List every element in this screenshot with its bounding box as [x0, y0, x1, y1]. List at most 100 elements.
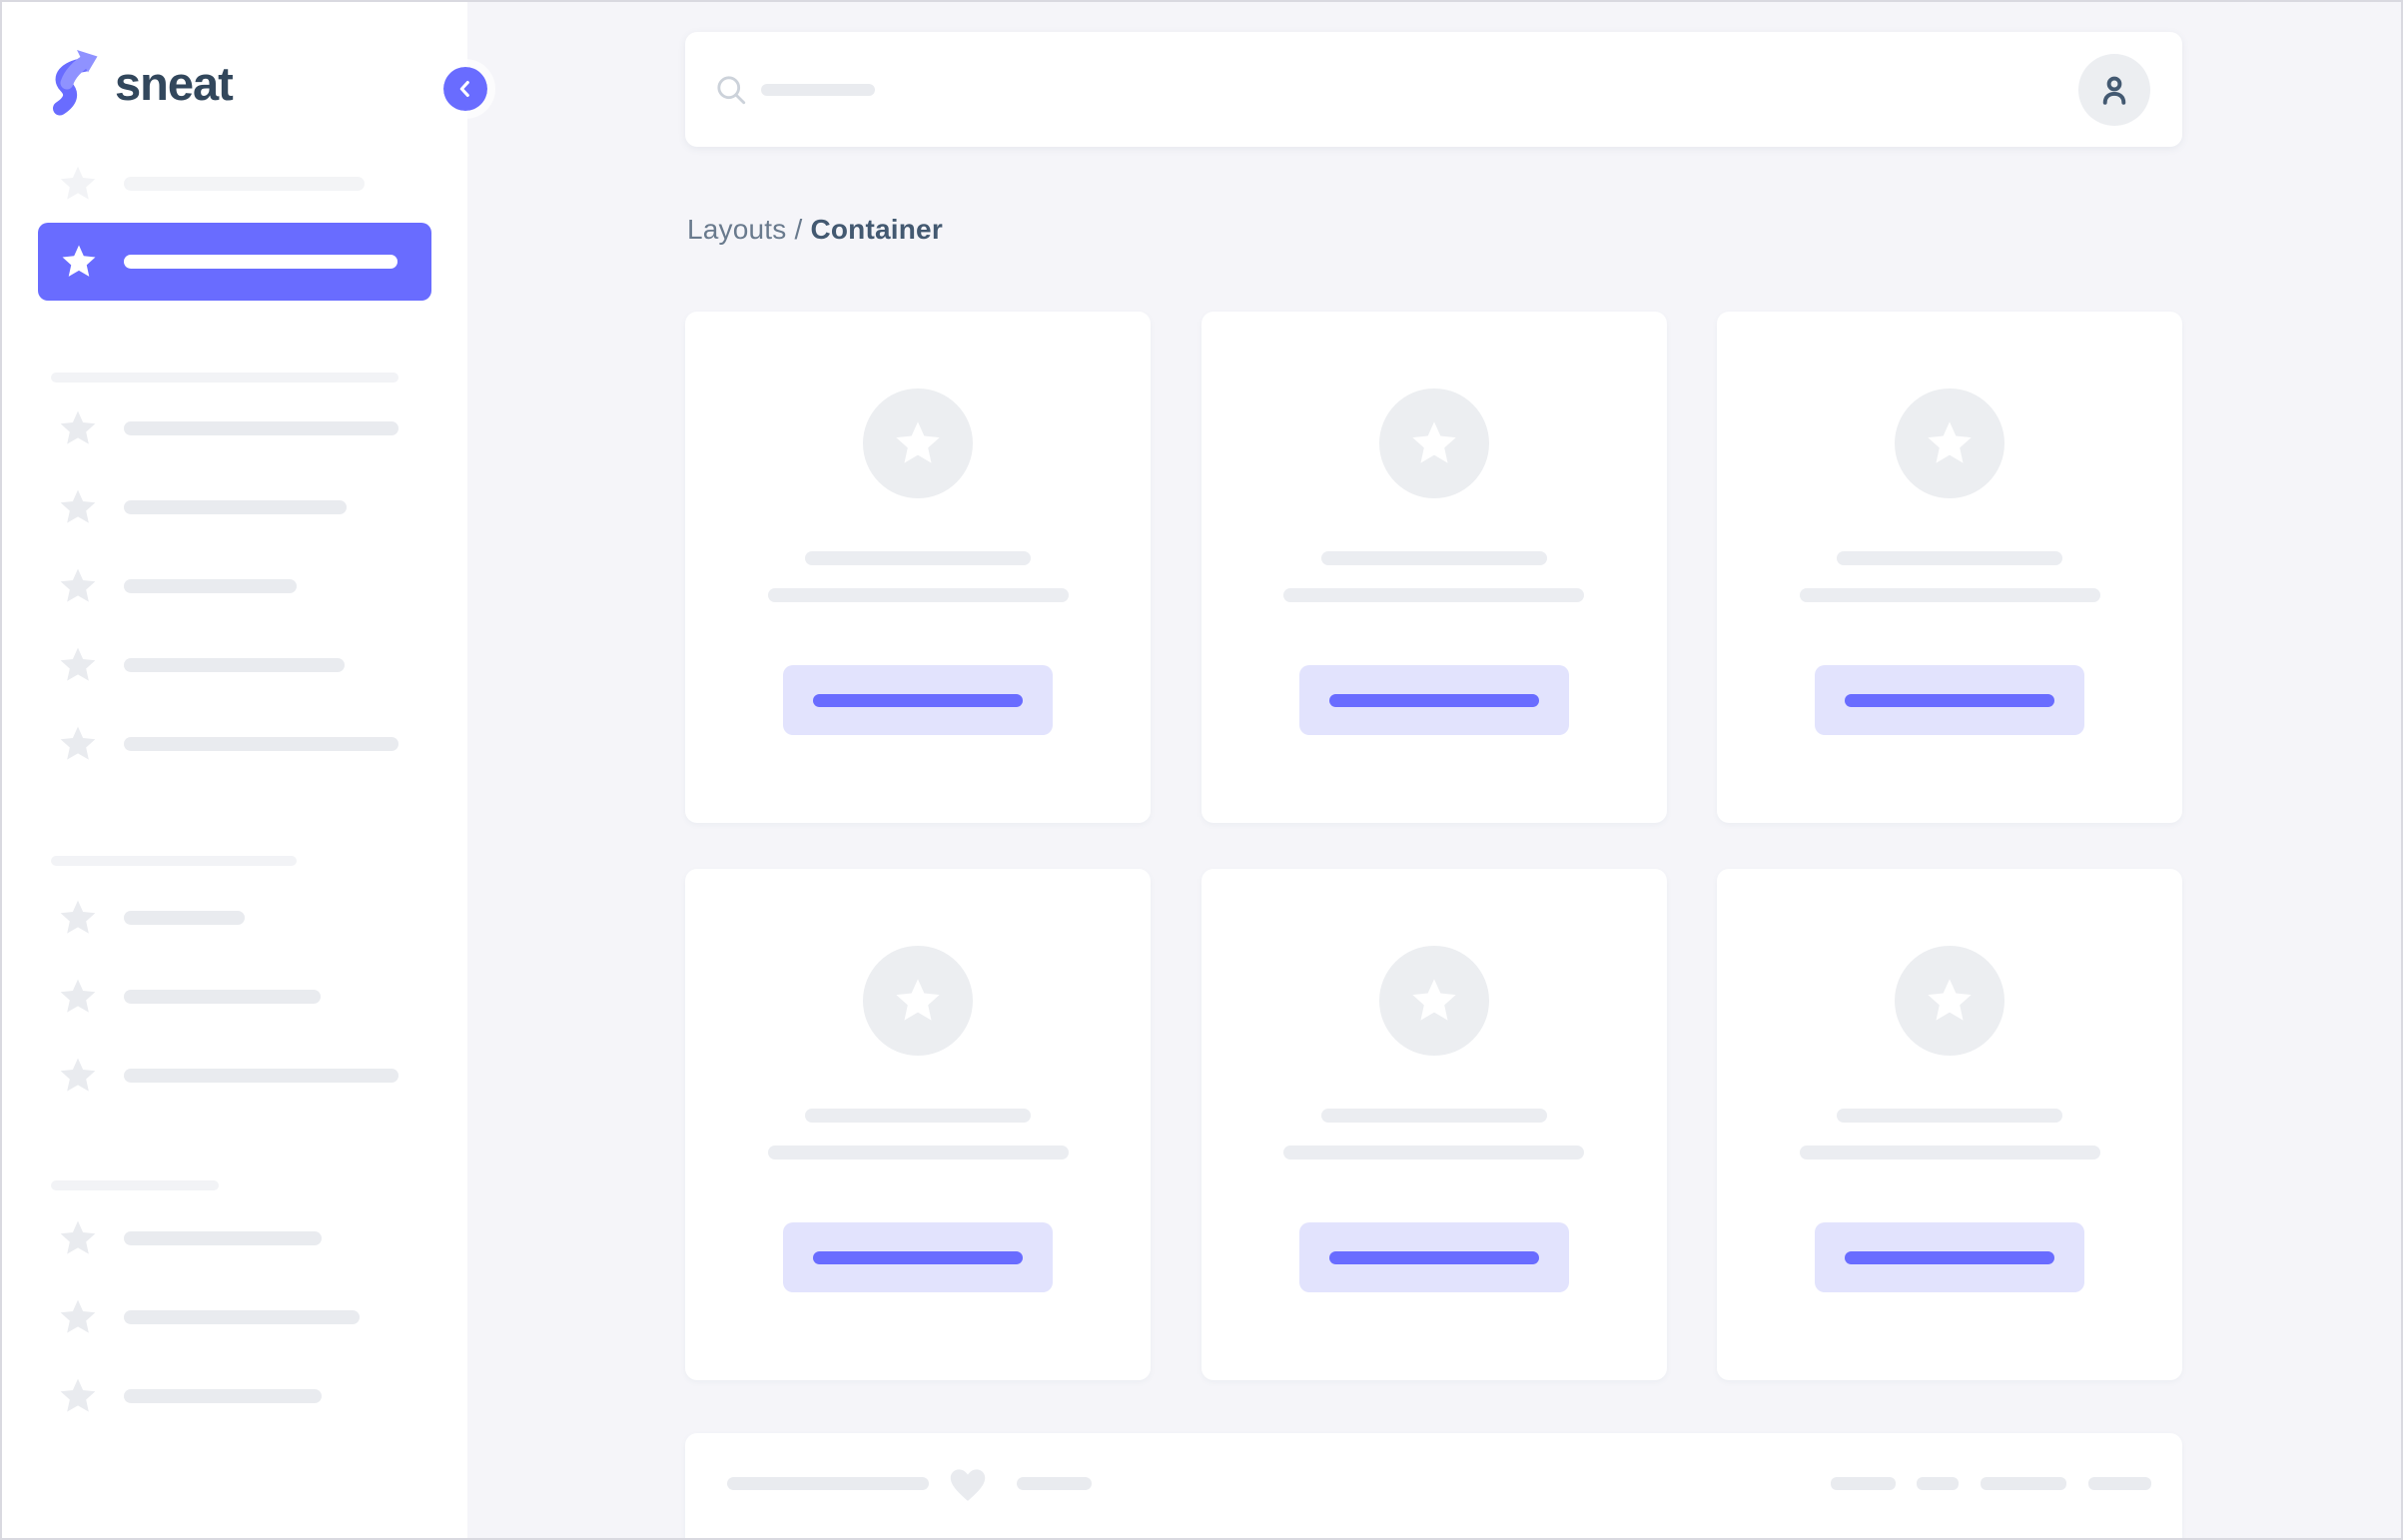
card-action-button-skeleton[interactable]	[1815, 665, 2084, 735]
button-label-skeleton	[813, 1250, 1023, 1264]
main-content: Layouts / Container	[685, 2, 2182, 1538]
card-action-button-skeleton[interactable]	[1298, 1222, 1569, 1292]
star-icon	[60, 1299, 96, 1333]
app-logo[interactable]: sneat	[47, 48, 234, 118]
star-icon	[60, 1058, 96, 1092]
skeleton-bar	[805, 1109, 1031, 1123]
chevron-left-icon	[459, 81, 469, 97]
skeleton-bar	[1320, 551, 1547, 565]
skeleton-bar	[767, 588, 1069, 602]
skeleton-bar	[1320, 1109, 1547, 1123]
star-icon	[60, 1378, 96, 1412]
placeholder-card	[1717, 869, 2182, 1380]
breadcrumb-layouts-link[interactable]: Layouts	[687, 214, 787, 245]
list-card	[685, 1433, 2182, 1538]
skeleton-bar	[124, 579, 297, 593]
star-icon	[60, 489, 96, 523]
sidebar: sneat	[2, 2, 467, 1538]
skeleton-bar	[767, 1146, 1069, 1159]
skeleton-bar	[124, 255, 398, 269]
skeleton-bar	[1283, 1146, 1584, 1159]
skeleton-bar	[1837, 551, 2062, 565]
heart-icon	[946, 1462, 990, 1506]
skeleton-bar	[1799, 1146, 2100, 1159]
placeholder-card	[1201, 312, 1667, 823]
search-placeholder-skeleton	[761, 83, 875, 96]
skeleton-bar	[124, 177, 365, 191]
skeleton-bar	[124, 421, 399, 435]
card-action-button-skeleton[interactable]	[783, 1222, 1053, 1292]
placeholder-card	[685, 869, 1151, 1380]
skeleton-bar	[727, 1477, 929, 1490]
skeleton-bar	[1017, 1477, 1092, 1490]
star-circle-placeholder	[1378, 946, 1489, 1056]
star-circle-placeholder	[863, 946, 973, 1056]
button-label-skeleton	[1328, 1250, 1539, 1264]
sidebar-item-skeleton[interactable]	[2, 1218, 467, 1258]
pagination-pill-skeleton[interactable]	[1917, 1477, 1959, 1490]
sidebar-item-skeleton[interactable]	[2, 164, 467, 204]
global-search-input[interactable]	[685, 32, 2182, 147]
button-label-skeleton	[1845, 693, 2054, 707]
sidebar-section-divider	[51, 373, 399, 383]
star-icon	[60, 568, 96, 602]
sidebar-item-skeleton[interactable]	[2, 1297, 467, 1337]
skeleton-bar	[1799, 588, 2100, 602]
person-icon	[2102, 76, 2126, 105]
sidebar-section-divider	[51, 1180, 219, 1190]
pagination-pill-skeleton[interactable]	[1831, 1477, 1896, 1490]
sidebar-item-skeleton[interactable]	[2, 1056, 467, 1096]
star-circle-placeholder	[1895, 388, 2004, 498]
star-icon	[62, 245, 96, 277]
user-avatar-button[interactable]	[2078, 53, 2150, 126]
star-icon	[60, 1220, 96, 1254]
placeholder-card	[1717, 312, 2182, 823]
sidebar-item-active[interactable]	[38, 223, 431, 301]
sidebar-item-skeleton[interactable]	[2, 1376, 467, 1416]
card-action-button-skeleton[interactable]	[1298, 665, 1569, 735]
star-icon	[60, 726, 96, 760]
pagination-pill-skeleton[interactable]	[1981, 1477, 2066, 1490]
placeholder-card	[1201, 869, 1667, 1380]
sidebar-item-skeleton[interactable]	[2, 487, 467, 527]
sidebar-item-skeleton[interactable]	[2, 645, 467, 685]
card-action-button-skeleton[interactable]	[783, 665, 1053, 735]
star-circle-placeholder	[1378, 388, 1489, 498]
sidebar-item-skeleton[interactable]	[2, 724, 467, 764]
card-action-button-skeleton[interactable]	[1815, 1222, 2084, 1292]
app-title: sneat	[115, 56, 234, 110]
star-icon	[1411, 979, 1456, 1021]
button-label-skeleton	[813, 693, 1023, 707]
sidebar-item-skeleton[interactable]	[2, 898, 467, 938]
star-icon	[1928, 979, 1972, 1021]
sidebar-item-skeleton[interactable]	[2, 977, 467, 1017]
sidebar-collapse-button[interactable]	[435, 59, 495, 119]
star-icon	[1928, 421, 1972, 463]
skeleton-bar	[124, 1389, 322, 1403]
breadcrumb-current-page: Container	[810, 214, 943, 245]
skeleton-bar	[124, 911, 245, 925]
placeholder-card	[685, 312, 1151, 823]
skeleton-bar	[124, 1231, 322, 1245]
pagination-pill-skeleton[interactable]	[2088, 1477, 2151, 1490]
skeleton-bar	[124, 658, 345, 672]
skeleton-bar	[124, 990, 321, 1004]
skeleton-bar	[1283, 588, 1584, 602]
star-icon	[60, 647, 96, 681]
star-circle-placeholder	[863, 388, 973, 498]
sidebar-section-divider	[51, 856, 297, 866]
star-circle-placeholder	[1895, 946, 2004, 1056]
sidebar-item-skeleton[interactable]	[2, 408, 467, 448]
star-icon	[60, 410, 96, 444]
skeleton-bar	[124, 737, 399, 751]
star-icon	[896, 979, 940, 1021]
button-label-skeleton	[1328, 693, 1539, 707]
skeleton-bar	[1837, 1109, 2062, 1123]
skeleton-bar	[124, 1069, 399, 1083]
skeleton-bar	[124, 500, 347, 514]
breadcrumb-separator: /	[794, 214, 803, 245]
breadcrumb: Layouts / Container	[687, 214, 943, 246]
star-icon	[60, 166, 96, 200]
sidebar-item-skeleton[interactable]	[2, 566, 467, 606]
